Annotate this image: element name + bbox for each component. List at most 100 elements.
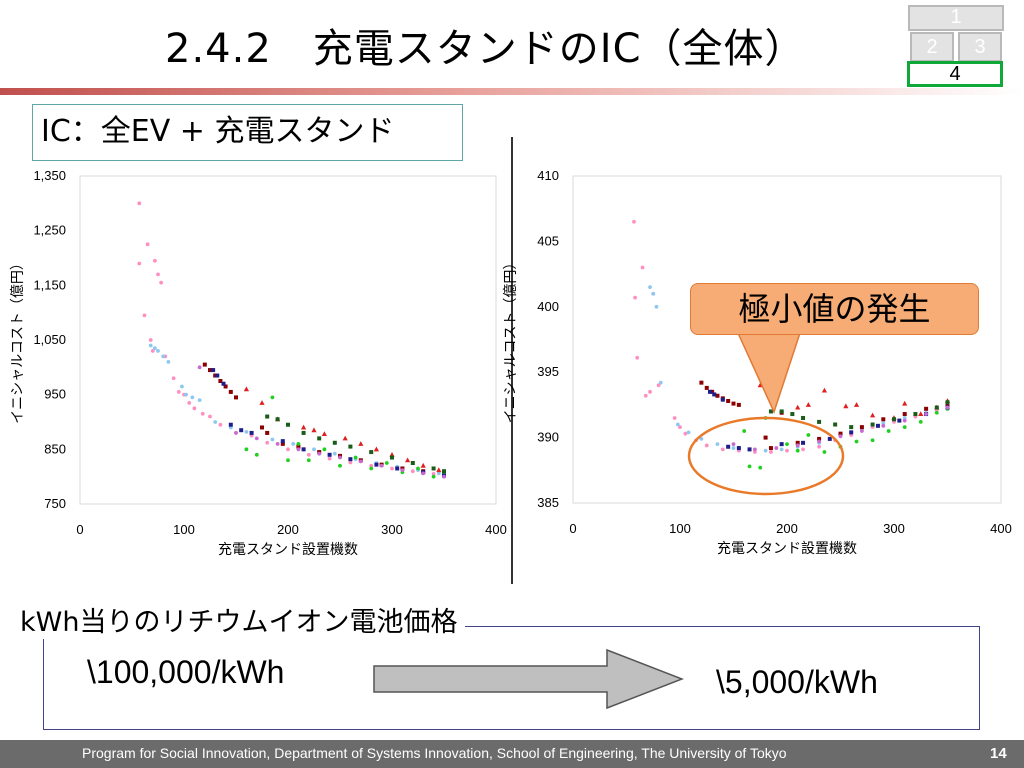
data-point <box>779 442 784 447</box>
data-point <box>202 362 207 367</box>
chart-divider <box>511 137 513 584</box>
x-tick-label: 400 <box>990 521 1012 536</box>
data-point <box>192 406 197 411</box>
data-point <box>945 405 950 410</box>
data-point <box>421 471 426 476</box>
data-point <box>442 474 446 479</box>
data-point <box>275 417 280 422</box>
data-point <box>934 405 939 410</box>
data-point <box>395 466 400 471</box>
data-point <box>208 368 212 373</box>
nav-box-3-label: 3 <box>974 36 986 58</box>
data-point <box>742 429 747 433</box>
nav-box-4-label: 4 <box>949 63 961 85</box>
data-point <box>254 452 259 457</box>
data-point <box>280 441 285 446</box>
data-point <box>790 412 795 417</box>
data-point <box>934 410 939 415</box>
data-point <box>769 450 773 454</box>
data-point <box>924 412 928 416</box>
data-point <box>275 441 280 446</box>
data-point <box>431 466 436 471</box>
data-point <box>870 438 875 443</box>
data-point <box>801 415 806 420</box>
data-point <box>902 412 907 417</box>
x-tick-label: 300 <box>883 521 905 536</box>
data-point <box>838 431 843 436</box>
data-point <box>145 242 150 247</box>
data-point <box>785 442 789 447</box>
ic-label-box: IC：全EV + 充電スタンド <box>32 104 463 161</box>
slide-title: 2.4.2 充電スタンドのIC（全体） <box>165 26 806 72</box>
data-point <box>306 458 311 463</box>
y-tick-label: 410 <box>537 168 559 183</box>
data-point <box>270 395 275 400</box>
data-point <box>886 429 891 433</box>
data-point <box>400 468 405 473</box>
data-point <box>410 461 415 465</box>
data-point <box>369 463 374 468</box>
data-point <box>301 424 307 430</box>
data-point <box>373 446 379 452</box>
data-point <box>296 444 301 449</box>
data-point <box>390 466 394 471</box>
data-point <box>249 430 254 435</box>
data-point <box>332 451 337 456</box>
data-point <box>892 417 896 422</box>
data-point <box>731 401 736 406</box>
data-point <box>747 464 752 469</box>
data-point <box>715 393 720 398</box>
data-point <box>715 442 720 447</box>
nav-box-1[interactable]: 1 <box>908 5 1004 31</box>
data-point <box>228 422 233 427</box>
data-point <box>348 457 353 462</box>
data-point <box>321 431 327 437</box>
data-point <box>420 462 426 468</box>
data-point <box>736 446 741 451</box>
data-point <box>945 400 950 405</box>
data-point <box>265 430 270 435</box>
data-point <box>726 398 731 403</box>
data-point <box>312 447 316 452</box>
data-point <box>348 444 353 449</box>
data-point <box>348 460 353 465</box>
data-point <box>317 436 322 441</box>
y-tick-label: 385 <box>537 495 559 510</box>
data-point <box>156 349 160 353</box>
data-point <box>291 441 296 446</box>
data-point <box>699 437 704 441</box>
data-point <box>785 448 789 453</box>
price-to: \5,000/kWh <box>716 664 878 700</box>
data-point <box>166 359 171 364</box>
data-point <box>234 395 238 400</box>
data-point <box>243 386 249 392</box>
y-tick-label: 400 <box>537 299 559 314</box>
data-point <box>902 400 908 406</box>
data-point <box>431 472 436 476</box>
data-point <box>843 403 849 409</box>
data-point <box>707 389 712 394</box>
data-point <box>159 280 164 285</box>
data-point <box>849 430 854 435</box>
data-point <box>648 389 652 394</box>
data-point <box>234 431 238 435</box>
x-axis-label: 充電スタンド設置機数 <box>218 542 358 558</box>
data-point <box>311 427 317 433</box>
data-point <box>208 414 212 419</box>
data-point <box>286 447 290 452</box>
data-point <box>817 436 822 441</box>
x-tick-label: 300 <box>381 522 403 537</box>
data-point <box>259 400 265 405</box>
data-point <box>187 400 192 405</box>
data-point <box>805 402 811 407</box>
data-point <box>296 441 301 446</box>
nav-box-4[interactable]: 4 <box>907 61 1003 87</box>
data-point <box>436 471 441 476</box>
data-point <box>379 463 384 468</box>
data-point <box>720 447 725 452</box>
data-point <box>632 219 636 224</box>
data-point <box>918 411 924 417</box>
data-point <box>817 419 822 424</box>
data-point <box>332 440 337 445</box>
data-point <box>763 435 768 440</box>
